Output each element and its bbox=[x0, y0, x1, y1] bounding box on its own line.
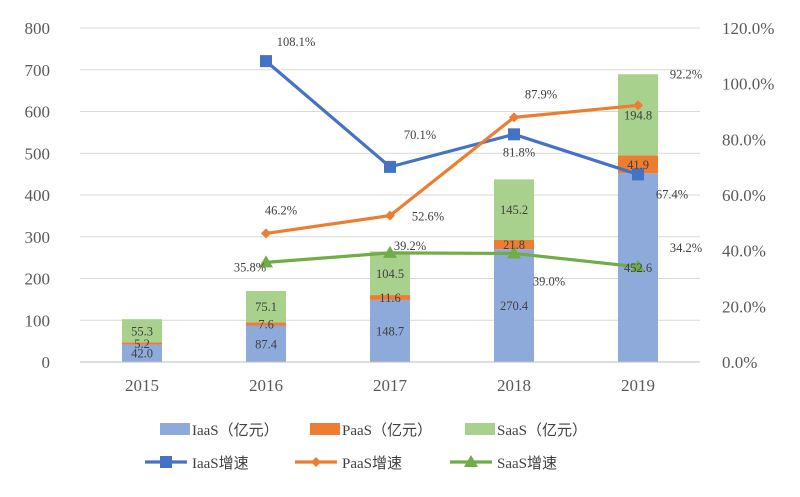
x-tick-label: 2016 bbox=[249, 376, 283, 395]
legend-layer: IaaS（亿元） PaaS（亿元） SaaS（亿元） IaaS增速 PaaS增速 SaaS… bbox=[145, 422, 587, 472]
y-tick-label: 600 bbox=[25, 103, 51, 122]
line-data-label: 67.4% bbox=[656, 187, 688, 201]
line-marker bbox=[507, 246, 521, 259]
line-marker bbox=[260, 55, 272, 68]
y2-tick-label: 60.0% bbox=[722, 186, 766, 205]
legend-label: IaaS增速 bbox=[192, 455, 249, 472]
axis-layer: 0 100 200 300 400 500 600 700 800 0.0% 20.0% 40.0% 6… bbox=[25, 19, 775, 395]
bar-segment bbox=[494, 249, 534, 362]
bar-data-label: 5.2 bbox=[134, 337, 150, 351]
bar-segment bbox=[246, 290, 286, 323]
label-layer: 42.0 87.4 148.7 270.4 452.6 5.2 7.6 11.6 21.8 41.… bbox=[131, 35, 702, 361]
grid-layer bbox=[80, 27, 700, 321]
line-marker bbox=[508, 128, 520, 141]
line-data-label: 39.0% bbox=[533, 274, 565, 288]
bar-data-label: 87.4 bbox=[255, 337, 278, 351]
y-tick-label: 700 bbox=[25, 61, 51, 80]
line-marker bbox=[631, 259, 645, 272]
line-data-label: 34.2% bbox=[670, 241, 702, 255]
legend-swatch bbox=[465, 423, 495, 435]
bar-data-label: 21.8 bbox=[503, 238, 525, 252]
y2-tick-label: 0.0% bbox=[722, 353, 757, 372]
bar-data-label: 194.8 bbox=[624, 108, 652, 122]
bar-segment bbox=[122, 319, 162, 343]
line-marker bbox=[385, 210, 395, 221]
legend-label: SaaS增速 bbox=[497, 455, 557, 472]
bar-data-label: 452.6 bbox=[624, 261, 652, 275]
legend-label: PaaS增速 bbox=[342, 455, 402, 472]
line-data-label: 35.8% bbox=[234, 260, 266, 274]
bar-data-label: 270.4 bbox=[500, 299, 529, 313]
legend-marker bbox=[311, 457, 321, 467]
legend-label: PaaS（亿元） bbox=[342, 422, 432, 439]
line-data-label: 92.2% bbox=[670, 67, 702, 81]
bar-data-label: 42.0 bbox=[131, 347, 153, 361]
line-marker bbox=[384, 160, 396, 173]
line-marker bbox=[261, 228, 271, 239]
x-tick-label: 2019 bbox=[621, 376, 655, 395]
y-tick-label: 500 bbox=[25, 144, 51, 163]
bar-data-label: 75.1 bbox=[255, 300, 277, 314]
bar-segment bbox=[370, 299, 410, 362]
y-tick-label: 300 bbox=[25, 228, 51, 247]
line-marker bbox=[632, 168, 644, 181]
bar-data-label: 55.3 bbox=[131, 324, 153, 338]
bar-data-label: 104.5 bbox=[376, 267, 404, 281]
bar-segment bbox=[494, 240, 534, 250]
bar-data-label: 41.9 bbox=[627, 158, 649, 172]
bar-segment bbox=[494, 179, 534, 241]
bar-data-label: 145.2 bbox=[500, 203, 528, 217]
legend-marker bbox=[160, 456, 172, 468]
bar-segment bbox=[122, 344, 162, 362]
line-data-label: 52.6% bbox=[412, 210, 444, 224]
line-data-label: 108.1% bbox=[277, 35, 316, 49]
legend-swatch bbox=[160, 423, 190, 435]
y2-tick-label: 40.0% bbox=[722, 242, 766, 261]
series-line bbox=[264, 59, 639, 176]
bar-segment bbox=[246, 325, 286, 362]
line-data-label: 87.9% bbox=[525, 87, 557, 101]
line-marker bbox=[259, 255, 273, 268]
bar-segment bbox=[246, 322, 286, 326]
bar-segment bbox=[370, 295, 410, 300]
x-tick-label: 2018 bbox=[497, 376, 531, 395]
legend-label: IaaS（亿元） bbox=[192, 422, 279, 439]
line-marker bbox=[383, 245, 397, 258]
y-tick-label: 0 bbox=[42, 353, 51, 372]
y-tick-label: 200 bbox=[25, 270, 51, 289]
line-data-label: 39.2% bbox=[394, 239, 426, 253]
y2-tick-label: 20.0% bbox=[722, 297, 766, 316]
bar-segment bbox=[122, 342, 162, 345]
bar-segment bbox=[370, 251, 410, 296]
line-data-label: 70.1% bbox=[404, 128, 436, 142]
line-layer bbox=[259, 55, 645, 272]
series-line bbox=[265, 251, 639, 269]
bar-data-label: 148.7 bbox=[376, 324, 404, 338]
legend-marker bbox=[464, 455, 478, 467]
line-data-label: 46.2% bbox=[265, 203, 297, 217]
y2-tick-label: 80.0% bbox=[722, 130, 766, 149]
bar-data-label: 11.6 bbox=[379, 291, 400, 305]
bar-segment bbox=[618, 74, 658, 156]
line-marker bbox=[509, 112, 519, 123]
y2-tick-label: 120.0% bbox=[722, 19, 774, 38]
line-marker bbox=[633, 100, 643, 111]
x-tick-label: 2017 bbox=[373, 376, 408, 395]
line-data-label: 81.8% bbox=[503, 145, 535, 159]
bar-segment bbox=[618, 155, 658, 174]
y-tick-label: 100 bbox=[25, 311, 51, 330]
y2-tick-label: 100.0% bbox=[722, 75, 774, 94]
x-tick-label: 2015 bbox=[125, 376, 159, 395]
series-line bbox=[265, 103, 639, 235]
legend-swatch bbox=[310, 423, 340, 435]
y-tick-label: 800 bbox=[25, 19, 51, 38]
bar-data-label: 7.6 bbox=[258, 317, 274, 331]
y-tick-label: 400 bbox=[25, 186, 51, 205]
legend-label: SaaS（亿元） bbox=[497, 422, 587, 439]
